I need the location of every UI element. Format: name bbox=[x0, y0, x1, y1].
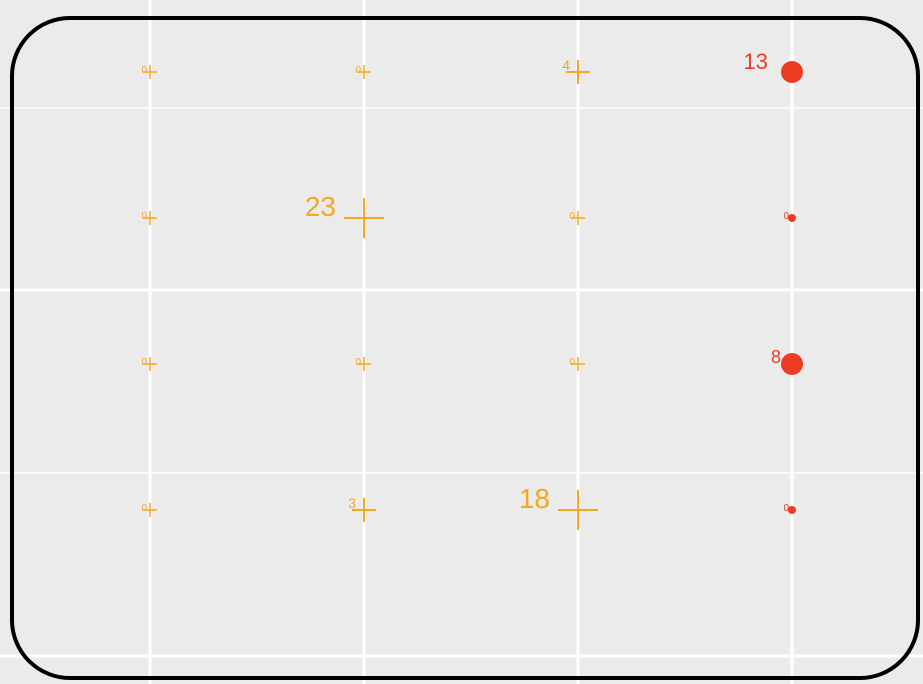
data-point-1-2: 8 bbox=[771, 347, 803, 375]
data-label: 0 bbox=[569, 357, 575, 368]
data-point-1-3: 0 bbox=[783, 503, 796, 514]
data-label: 0 bbox=[355, 357, 361, 368]
data-point-0-0: 0 bbox=[141, 65, 157, 79]
data-label: 0 bbox=[141, 357, 147, 368]
data-label: 13 bbox=[744, 49, 768, 74]
data-label: 0 bbox=[355, 65, 361, 76]
data-label: 4 bbox=[562, 57, 570, 73]
data-point-0-7: 0 bbox=[355, 357, 371, 371]
data-point-1-0: 13 bbox=[744, 49, 803, 83]
data-point-0-3: 0 bbox=[141, 211, 157, 225]
data-point-0-1: 0 bbox=[355, 65, 371, 79]
data-label: 3 bbox=[348, 495, 356, 511]
data-label: 18 bbox=[519, 483, 550, 514]
data-label: 0 bbox=[141, 211, 147, 222]
data-label: 23 bbox=[305, 191, 336, 222]
data-label: 8 bbox=[771, 347, 781, 367]
data-point-0-2: 4 bbox=[562, 57, 590, 84]
data-label: 0 bbox=[783, 211, 789, 222]
circle-marker bbox=[788, 214, 796, 222]
data-point-0-10: 3 bbox=[348, 495, 376, 522]
data-point-0-5: 0 bbox=[569, 211, 585, 225]
data-marks: 0 0 4 0 23 0 0 0 0 0 3 18 13 0 8 0 bbox=[141, 49, 803, 530]
circle-marker bbox=[781, 61, 803, 83]
data-label: 0 bbox=[783, 503, 789, 514]
data-point-0-4: 23 bbox=[305, 191, 384, 238]
data-point-0-8: 0 bbox=[569, 357, 585, 371]
data-point-0-11: 18 bbox=[519, 483, 598, 530]
data-label: 0 bbox=[141, 503, 147, 514]
data-label: 0 bbox=[569, 211, 575, 222]
data-point-1-1: 0 bbox=[783, 211, 796, 222]
data-point-0-6: 0 bbox=[141, 357, 157, 371]
data-label: 0 bbox=[141, 65, 147, 76]
data-point-0-9: 0 bbox=[141, 503, 157, 517]
circle-marker bbox=[781, 353, 803, 375]
circle-marker bbox=[788, 506, 796, 514]
